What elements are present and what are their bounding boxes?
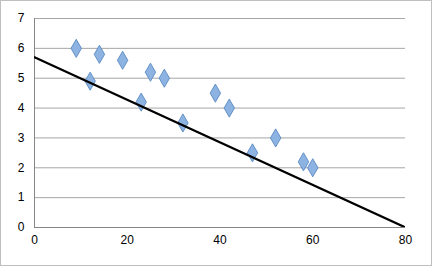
svg-text:3: 3 <box>18 131 25 145</box>
svg-text:40: 40 <box>213 233 227 247</box>
svg-text:60: 60 <box>306 233 320 247</box>
svg-text:6: 6 <box>18 41 25 55</box>
svg-text:20: 20 <box>121 233 135 247</box>
svg-text:7: 7 <box>18 11 25 25</box>
svg-text:0: 0 <box>18 220 25 234</box>
svg-text:0: 0 <box>31 233 38 247</box>
svg-text:80: 80 <box>399 233 413 247</box>
svg-text:1: 1 <box>18 190 25 204</box>
svg-text:2: 2 <box>18 161 25 175</box>
svg-text:4: 4 <box>18 101 25 115</box>
svg-text:5: 5 <box>18 71 25 85</box>
